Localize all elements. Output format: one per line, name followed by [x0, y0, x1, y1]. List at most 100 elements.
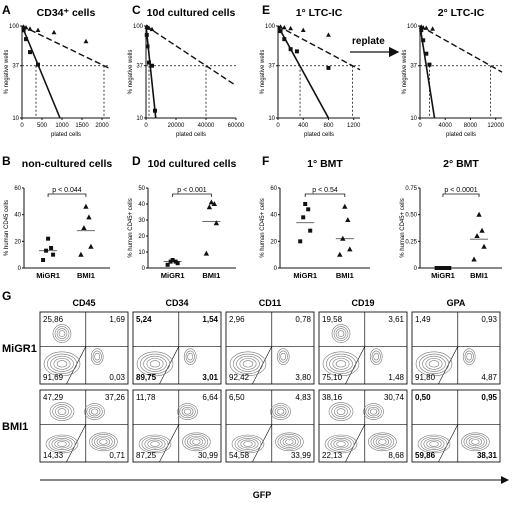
contour-ring — [280, 435, 299, 448]
contour-ring — [422, 355, 446, 372]
x-tick-label: 800 — [323, 123, 334, 129]
contour-ring — [333, 439, 349, 449]
quadrant-percent: 0,03 — [109, 373, 125, 382]
contour-ring — [89, 432, 118, 452]
gfp-axis-label: GFP — [253, 490, 272, 500]
data-point-square — [424, 51, 429, 56]
y-tick-label: 60 — [14, 186, 21, 192]
quadrant-percent: 3,01 — [202, 373, 218, 382]
quadrant-percent: 6,64 — [202, 393, 218, 402]
x-tick-label: 60000 — [228, 123, 245, 129]
contour-ring — [461, 432, 490, 452]
quadrant-percent: 22,13 — [322, 451, 343, 460]
data-point-triangle — [281, 25, 287, 30]
contour-ring — [49, 402, 75, 421]
panel-label-e: E — [262, 3, 270, 17]
contour-ring — [144, 437, 166, 451]
x-tick-label: 40000 — [198, 123, 215, 129]
quadrant-gate-diagonal — [345, 346, 366, 385]
data-point-square — [153, 108, 157, 113]
contour-ring — [280, 352, 287, 361]
data-point-triangle — [86, 214, 92, 220]
data-point-square — [288, 47, 293, 52]
y-axis-label: % negative wells — [260, 50, 266, 95]
contour-ring — [324, 434, 358, 454]
flow-plot: 38,16 30,74 22,13 8,68 — [318, 389, 408, 463]
contour-ring — [52, 324, 72, 343]
panel-title: CD34⁺ cells — [37, 7, 96, 19]
p-value-label: p < 0.0001 — [444, 187, 477, 194]
quadrant-percent: 0,78 — [295, 315, 311, 324]
data-point-square — [306, 207, 311, 212]
data-point-triangle — [208, 199, 215, 205]
data-point-square — [298, 239, 303, 244]
group-label: BMI1 — [77, 271, 95, 280]
fit-line-migr1 — [277, 25, 330, 119]
contour-ring — [143, 355, 167, 372]
data-point-square — [282, 37, 287, 42]
contour-ring — [138, 434, 172, 454]
contour-ring — [463, 434, 488, 450]
flow-plot: 11,78 6,64 87,25 30,99 — [132, 389, 222, 463]
data-point-triangle — [345, 217, 351, 223]
data-point-square — [447, 266, 452, 270]
panel-label-c: C — [132, 3, 141, 17]
y-tick-label: 20 — [270, 239, 277, 245]
contour-ring — [369, 408, 378, 415]
contour-ring — [96, 437, 111, 447]
panel-title: 1° BMT — [307, 158, 343, 170]
contour-ring — [187, 352, 194, 361]
contour-ring — [335, 360, 347, 368]
panel-title: 2° BMT — [443, 158, 479, 170]
quadrant-gate-diagonal — [438, 346, 459, 385]
data-point-square — [326, 65, 331, 70]
flow-plot-frame — [39, 311, 129, 385]
contour-ring — [370, 434, 395, 450]
data-point-square — [41, 258, 46, 262]
contour-ring — [466, 352, 473, 361]
fit-line-migr1 — [21, 25, 61, 119]
group-label: BMI1 — [202, 271, 220, 280]
contour-ring — [141, 436, 169, 452]
contour-ring — [52, 404, 72, 419]
data-point-triangle — [23, 25, 29, 30]
data-point-square — [24, 37, 28, 42]
data-point-triangle — [27, 26, 33, 31]
contour-ring — [373, 352, 380, 361]
contour-ring — [285, 439, 294, 445]
x-tick-label: 500 — [37, 123, 48, 129]
contour-ring — [183, 408, 192, 415]
data-point-triangle — [337, 251, 343, 257]
data-point-square — [49, 246, 54, 250]
data-point-square — [173, 259, 178, 264]
data-point-triangle — [326, 32, 331, 37]
contour-ring — [336, 441, 346, 447]
y-tick-label: 100 — [265, 24, 276, 30]
engraftment-dot-plots: non-cultured cells 0 20 40 60 % human CD45 ce… — [4, 158, 502, 280]
x-tick-label: 0 — [20, 123, 24, 129]
data-point-triangle — [476, 211, 482, 217]
data-point-square — [165, 262, 170, 267]
contour-ring — [369, 348, 383, 365]
contour-ring — [240, 439, 256, 449]
quadrant-gate-diagonal — [66, 424, 87, 463]
data-point-triangle — [288, 25, 294, 31]
contour-ring — [192, 439, 201, 445]
quadrant-percent: 3,61 — [388, 315, 404, 324]
x-axis-label: plated cells — [446, 132, 476, 138]
dot-panel-f: 1° BMT 0 20 40 60 % human CD45+ cells p < 0.54… — [260, 158, 370, 280]
flow-column-header: GPA — [447, 298, 466, 308]
panel-label-d: D — [132, 154, 141, 168]
x-tick-label: 12000 — [487, 123, 504, 129]
flow-plot-frame — [132, 311, 222, 385]
quadrant-gate-diagonal — [252, 346, 273, 385]
quadrant-gate-diagonal — [66, 346, 87, 385]
quadrant-percent: 47,29 — [43, 393, 64, 402]
quadrant-gate-diagonal — [159, 424, 180, 463]
quadrant-gate-diagonal — [252, 424, 273, 463]
y-tick-label: 10 — [138, 250, 145, 256]
y-axis-label: % human CD45+ cells — [400, 198, 406, 258]
panel-title: 1° LTC-IC — [296, 7, 343, 19]
data-point-triangle — [430, 26, 436, 31]
data-point-square — [294, 49, 299, 54]
